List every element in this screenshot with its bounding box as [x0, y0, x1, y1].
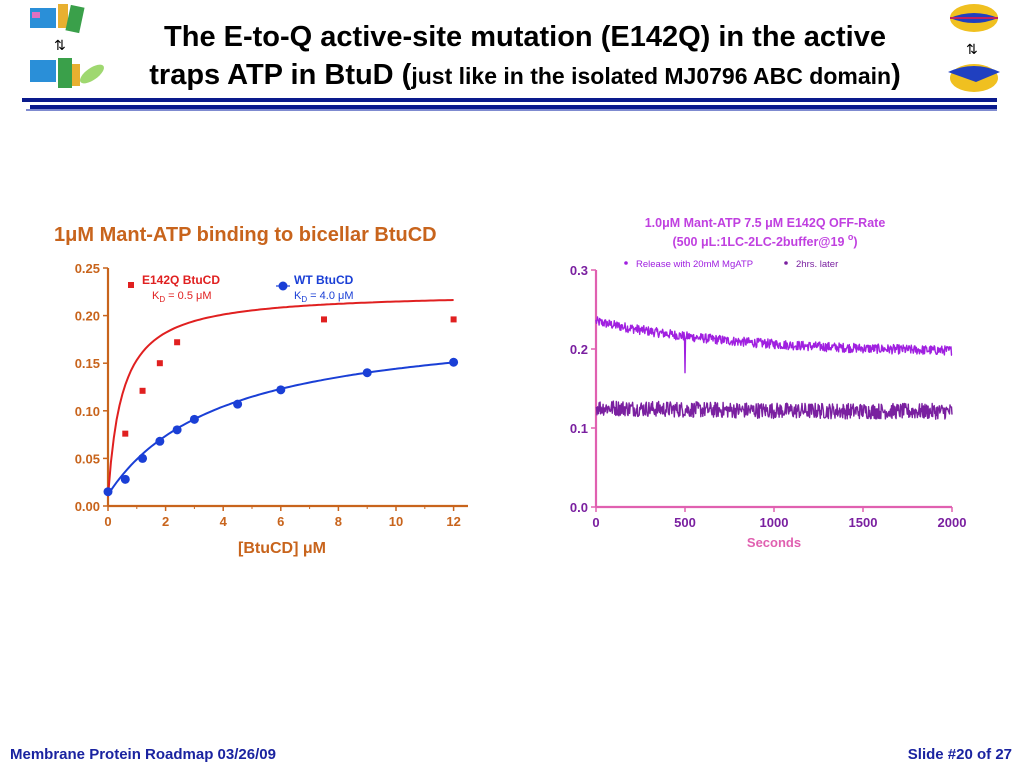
left-logo: ⇅ — [28, 2, 108, 98]
x-tick-label: 12 — [446, 514, 460, 529]
e142q-point — [156, 360, 163, 367]
wt-point — [103, 487, 113, 497]
binding-chart-title: 1μM Mant-ATP binding to bicellar BtuCD — [54, 224, 437, 246]
title-line-2-close: ) — [891, 59, 901, 91]
release-trace — [595, 316, 953, 374]
title-line-2-main: traps ATP in BtuD ( — [149, 59, 412, 91]
e142q-point — [139, 387, 146, 394]
e142q-point — [174, 339, 181, 346]
y-tick-label: 0.1 — [570, 421, 588, 436]
y-tick-label: 0.25 — [75, 261, 100, 276]
e142q-point — [450, 316, 457, 323]
header-rule-bottom — [30, 105, 997, 109]
legend-e142q-kd: KD = 0.5 μM — [152, 290, 212, 304]
e142q-fit-curve — [107, 299, 454, 497]
binding-chart-xlabel: [BtuCD] μM — [238, 540, 326, 557]
title-line-1: The E-to-Q active-site mutation (E142Q) … — [164, 21, 886, 53]
offrate-chart-title-1: 1.0μM Mant-ATP 7.5 μM E142Q OFF-Rate — [645, 216, 886, 230]
wt-point — [276, 385, 286, 395]
offrate-chart-marks — [595, 316, 953, 420]
header-rule-shadow — [26, 109, 997, 111]
x-tick-label: 2000 — [938, 515, 967, 530]
binding-chart-marks — [103, 299, 459, 497]
offrate-chart-title-2: (500 μL:1LC-2LC-2buffer@19 o) — [672, 232, 857, 249]
e142q-point — [122, 430, 129, 437]
wt-point — [155, 436, 165, 446]
x-tick-label: 500 — [674, 515, 696, 530]
x-tick-label: 6 — [277, 514, 284, 529]
binding-chart-axes: 0 2 4 6 8 10 12 0.00 0.05 0.10 0.15 0.20 0.25 — [75, 261, 468, 529]
slide-title: The E-to-Q active-site mutation (E142Q) … — [105, 18, 945, 95]
y-tick-label: 0.20 — [75, 309, 100, 324]
legend-wt-label: WT BtuCD — [294, 273, 354, 287]
wt-point — [362, 368, 372, 378]
x-tick-label: 1000 — [760, 515, 789, 530]
offrate-chart-axes: 0 500 1000 1500 2000 0.0 0.1 0.2 0.3 — [570, 263, 967, 530]
footer-right: Slide #20 of 27 — [907, 746, 1012, 763]
footer-left: Membrane Protein Roadmap 03/26/09 — [10, 746, 276, 763]
y-tick-label: 0.0 — [570, 500, 588, 515]
wt-point — [189, 414, 199, 424]
x-tick-label: 1500 — [849, 515, 878, 530]
legend-e142q-marker — [128, 282, 134, 288]
offrate-chart-legend: Release with 20mM MgATP 2hrs. later — [624, 259, 838, 270]
later-trace — [595, 400, 953, 420]
legend-release-marker — [624, 261, 628, 265]
legend-later-marker — [784, 261, 788, 265]
legend-e142q-label: E142Q BtuCD — [142, 273, 220, 287]
y-tick-label: 0.00 — [75, 499, 100, 514]
y-tick-label: 0.05 — [75, 451, 100, 466]
offrate-chart: 1.0μM Mant-ATP 7.5 μM E142Q OFF-Rate (50… — [570, 216, 967, 550]
x-tick-label: 2 — [162, 514, 169, 529]
wt-fit-curve — [107, 361, 454, 496]
e142q-point — [321, 316, 327, 323]
wt-point — [233, 399, 243, 409]
x-tick-label: 0 — [592, 515, 599, 530]
header-rule-top — [22, 98, 997, 102]
title-line-2: traps ATP in BtuD (just like in the isol… — [105, 56, 945, 95]
title-line-2-small: just like in the isolated MJ0796 ABC dom… — [411, 63, 892, 89]
wt-point — [138, 453, 148, 463]
legend-release-label: Release with 20mM MgATP — [636, 259, 753, 270]
binding-chart: 1μM Mant-ATP binding to bicellar BtuCD 0… — [54, 224, 468, 557]
x-tick-label: 8 — [335, 514, 342, 529]
binding-chart-legend: E142Q BtuCD KD = 0.5 μM WT BtuCD KD = 4.… — [128, 273, 354, 304]
x-tick-label: 10 — [389, 514, 403, 529]
y-tick-label: 0.15 — [75, 356, 100, 371]
x-tick-label: 4 — [220, 514, 228, 529]
y-tick-label: 0.10 — [75, 404, 100, 419]
wt-point — [120, 474, 130, 484]
legend-later-label: 2hrs. later — [796, 259, 838, 270]
legend-wt-kd: KD = 4.0 μM — [294, 290, 354, 304]
wt-point — [449, 357, 459, 367]
svg-text:⇅: ⇅ — [966, 41, 978, 57]
x-tick-label: 0 — [104, 514, 111, 529]
y-tick-label: 0.2 — [570, 342, 588, 357]
wt-point — [172, 425, 182, 435]
y-tick-label: 0.3 — [570, 263, 588, 278]
right-logo: ⇅ — [946, 2, 1002, 98]
offrate-chart-xlabel: Seconds — [747, 535, 801, 550]
svg-text:⇅: ⇅ — [54, 37, 66, 53]
